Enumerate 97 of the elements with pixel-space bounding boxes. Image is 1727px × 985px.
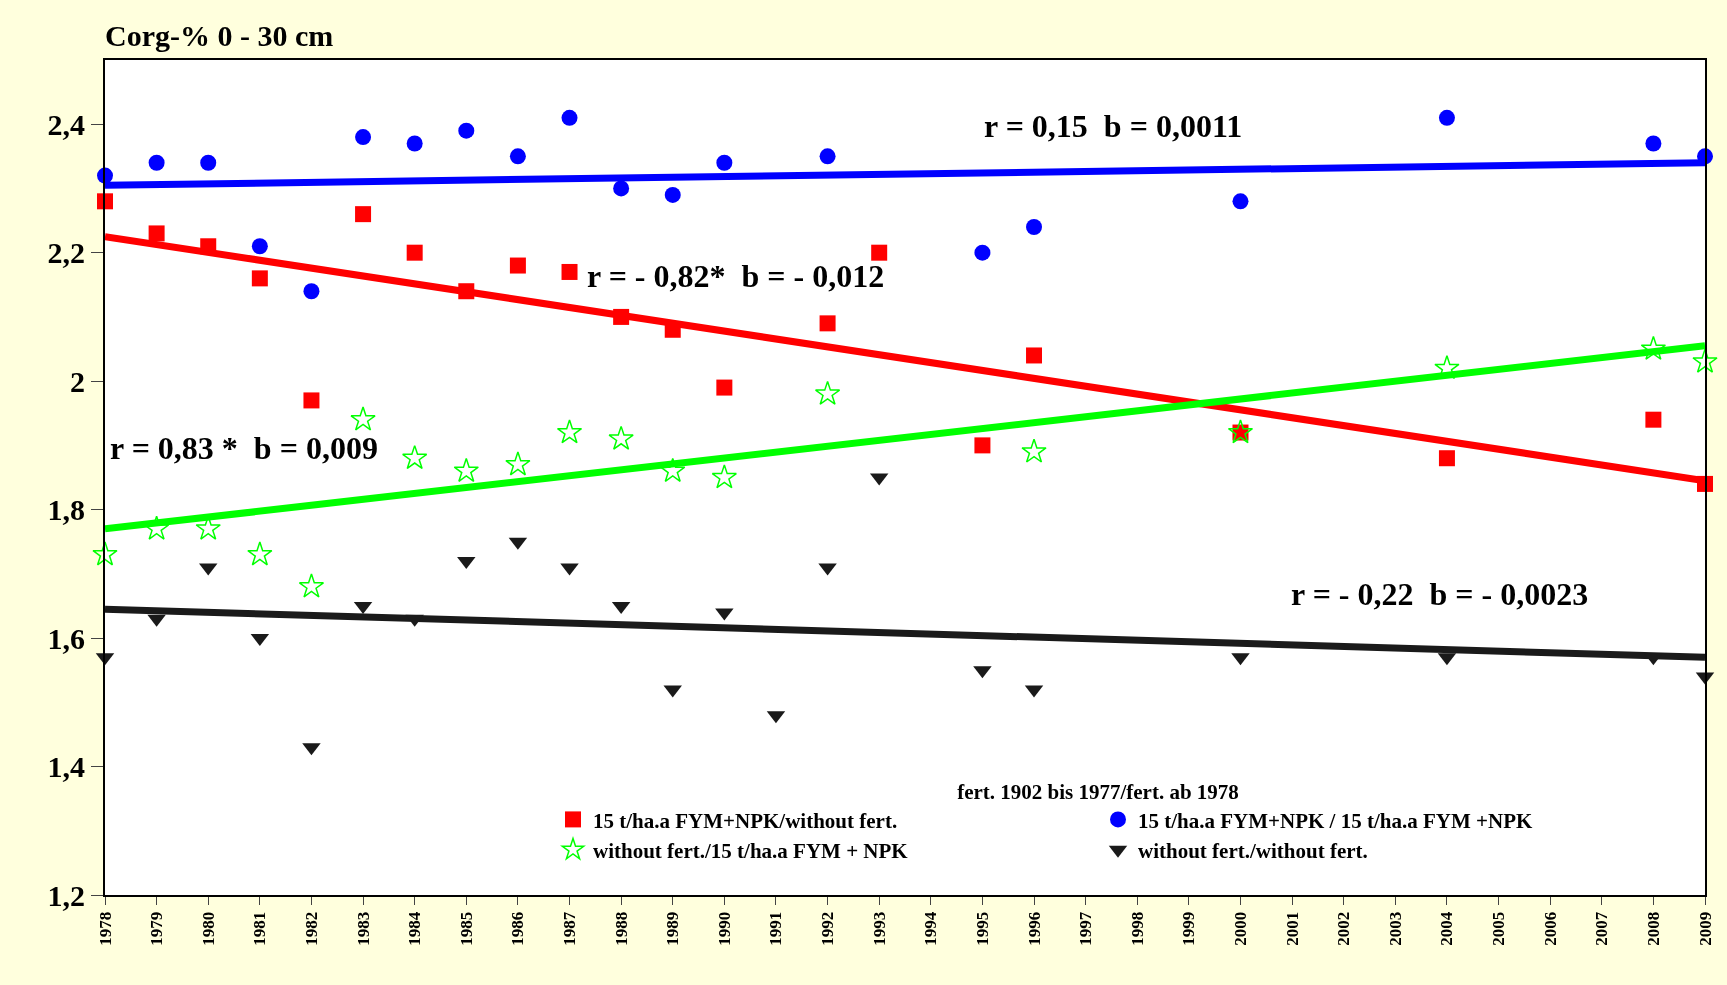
- y-tick-label: 2: [70, 364, 85, 398]
- point: [711, 464, 738, 489]
- x-tick-label: 1997: [1076, 911, 1096, 946]
- point: [458, 122, 475, 139]
- point: [303, 283, 320, 300]
- legend-label: 15 t/ha.a FYM+NPK / 15 t/ha.a FYM +NPK: [1138, 808, 1533, 833]
- x-tick-label: 2002: [1334, 911, 1354, 946]
- point: [974, 437, 991, 454]
- point: [200, 154, 217, 171]
- point: [974, 244, 991, 261]
- point: [406, 244, 423, 261]
- point: [350, 406, 376, 431]
- x-tick-label: 2008: [1643, 911, 1663, 946]
- legend-label: 15 t/ha.a FYM+NPK/without fert.: [593, 808, 898, 833]
- x-tick-label: 1989: [663, 911, 683, 946]
- x-tick-label: 2004: [1437, 911, 1457, 946]
- point: [355, 206, 372, 223]
- y-tick-label: 2,4: [47, 107, 85, 141]
- x-tick-label: 2003: [1385, 911, 1405, 946]
- x-tick-label: 1995: [972, 911, 992, 946]
- x-tick-label: 1994: [921, 911, 941, 946]
- point: [1026, 219, 1043, 235]
- x-tick-label: 1984: [405, 911, 425, 946]
- x-tick-label: 1999: [1179, 911, 1199, 946]
- x-tick-label: 1979: [147, 911, 167, 946]
- point: [716, 154, 733, 171]
- annotation: r = 0,83 * b = 0,009: [110, 430, 378, 466]
- x-tick-label: 2000: [1231, 911, 1251, 946]
- point: [1438, 450, 1455, 467]
- x-tick-label: 2001: [1282, 911, 1302, 946]
- x-tick-label: 1985: [456, 911, 476, 946]
- point: [1645, 411, 1662, 428]
- point: [148, 225, 165, 242]
- annotation: r = - 0,22 b = - 0,0023: [1291, 576, 1589, 612]
- legend-label: without fert./15 t/ha.a FYM + NPK: [593, 838, 909, 863]
- x-tick-label: 1992: [818, 911, 838, 946]
- point: [251, 238, 268, 255]
- legend-title: fert. 1902 bis 1977/fert. ab 1978: [957, 780, 1239, 805]
- point: [1434, 354, 1460, 380]
- point: [1438, 109, 1455, 126]
- point: [1645, 135, 1662, 152]
- legend-label: without fert./without fert.: [1138, 838, 1368, 863]
- x-tick-label: 2009: [1695, 911, 1715, 946]
- point: [401, 444, 428, 470]
- x-tick-label: 1991: [766, 911, 786, 946]
- point: [716, 379, 733, 396]
- point: [406, 135, 423, 152]
- point: [561, 109, 578, 126]
- x-tick-label: 1978: [95, 911, 115, 946]
- point: [613, 308, 630, 325]
- x-tick-label: 1986: [508, 911, 528, 946]
- point: [453, 457, 480, 483]
- point: [664, 186, 681, 203]
- x-tick-label: 1983: [353, 911, 373, 946]
- point: [1640, 335, 1667, 360]
- y-tick-label: 2,2: [47, 236, 85, 270]
- point: [303, 392, 320, 409]
- x-tick-label: 2005: [1489, 911, 1509, 946]
- point: [871, 244, 888, 261]
- point: [660, 457, 686, 483]
- point: [556, 419, 583, 444]
- x-tick-label: 1987: [560, 911, 580, 946]
- x-tick-label: 1980: [198, 911, 218, 946]
- x-tick-label: 2006: [1540, 911, 1560, 946]
- point: [251, 270, 268, 287]
- x-tick-label: 1993: [869, 911, 889, 946]
- chart-title: Corg-% 0 - 30 cm: [105, 18, 334, 52]
- point: [505, 451, 531, 476]
- point: [561, 263, 578, 280]
- y-tick-label: 1,4: [47, 750, 85, 784]
- annotation: r = 0,15 b = 0,0011: [984, 108, 1243, 144]
- point: [1021, 438, 1047, 463]
- x-tick-label: 1982: [301, 911, 321, 946]
- y-tick-label: 1,2: [47, 878, 85, 912]
- point: [509, 148, 526, 165]
- point: [819, 148, 836, 165]
- y-tick-label: 1,8: [47, 493, 85, 527]
- point: [1692, 348, 1718, 373]
- point: [148, 154, 165, 171]
- point: [509, 257, 526, 274]
- x-tick-label: 2007: [1592, 911, 1612, 946]
- x-tick-label: 1981: [250, 911, 270, 946]
- point: [1026, 347, 1043, 364]
- point: [1227, 419, 1254, 444]
- x-tick-label: 1998: [1127, 911, 1147, 946]
- point: [613, 180, 630, 197]
- x-tick-label: 1990: [714, 911, 734, 946]
- point: [458, 283, 475, 300]
- y-tick-label: 1,6: [47, 621, 85, 655]
- x-tick-label: 1996: [1024, 911, 1044, 946]
- point: [814, 380, 841, 405]
- point: [355, 129, 372, 146]
- point: [200, 238, 217, 255]
- point: [1232, 193, 1249, 210]
- annotation: r = - 0,82* b = - 0,012: [587, 258, 885, 294]
- point: [819, 315, 836, 332]
- x-tick-label: 1988: [611, 911, 631, 946]
